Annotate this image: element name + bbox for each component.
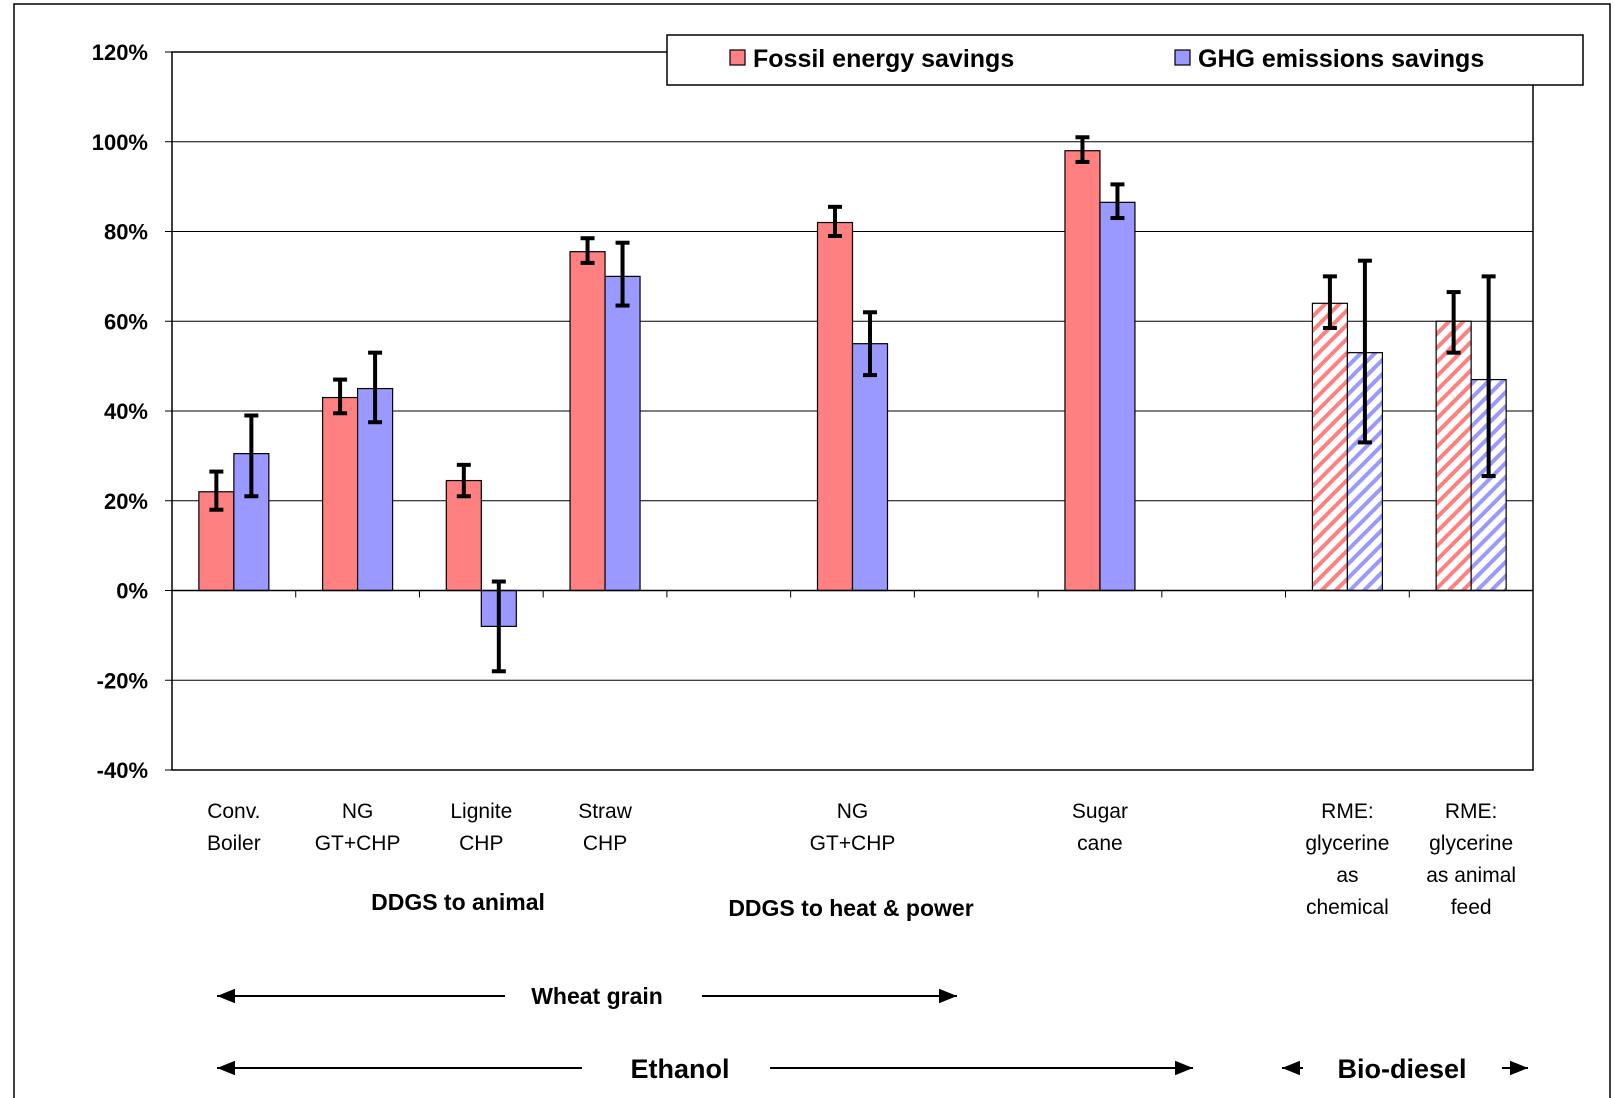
y-tick-label: -40% [97, 758, 148, 783]
legend-box [666, 34, 1584, 86]
ethanol-label: Ethanol [631, 1054, 730, 1084]
y-tick-label: -20% [97, 668, 148, 693]
bars [198, 150, 1507, 628]
category-label: cane [1077, 832, 1123, 855]
category-label: feed [1451, 896, 1492, 919]
y-tick-label: 120% [92, 40, 148, 65]
bar-fossil [1311, 302, 1349, 592]
bar-fossil [1435, 320, 1472, 592]
wheat-grain-label: Wheat grain [531, 983, 663, 1009]
bar-ghg [851, 343, 889, 592]
legend-swatch-ghg [1174, 49, 1191, 66]
y-axis-ticks: -40% -20% 0% 20% 40% 60% 80% 100% 120% [92, 40, 172, 783]
y-tick-label: 0% [116, 579, 148, 604]
legend-swatch-fossil [729, 49, 746, 66]
category-label: as [1336, 864, 1358, 887]
category-label: as animal [1426, 864, 1516, 887]
bar-fossil [321, 396, 359, 592]
error-bars [209, 135, 1496, 674]
category-label: Boiler [207, 832, 261, 855]
category-label: GT+CHP [315, 832, 401, 855]
category-labels: Conv. Boiler NG GT+CHP Lignite CHP Straw CHP NG G… [207, 800, 1516, 919]
category-label: Straw [578, 800, 633, 823]
group-label-ddgs-animal: DDGS to animal [371, 889, 545, 915]
category-label: glycerine [1429, 832, 1513, 855]
y-tick-label: 20% [104, 489, 148, 514]
category-label: NG [837, 800, 869, 823]
bar-ghg [1099, 201, 1136, 592]
bar-fossil [569, 251, 606, 592]
y-tick-label: 80% [104, 220, 148, 245]
y-tick-label: 40% [104, 399, 148, 424]
legend: Fossil energy savings GHG emissions savi… [666, 34, 1584, 86]
bar-ghg [604, 275, 641, 592]
category-label: CHP [459, 832, 503, 855]
category-label: Lignite [450, 800, 512, 823]
category-label: RME: [1445, 800, 1498, 823]
chart-border [13, 3, 1611, 1098]
legend-label-fossil: Fossil energy savings [753, 45, 1014, 73]
category-label: NG [342, 800, 374, 823]
legend-label-ghg: GHG emissions savings [1198, 45, 1484, 73]
bar-fossil [1064, 150, 1101, 592]
biodiesel-label: Bio-diesel [1337, 1054, 1466, 1084]
group-label-ddgs-heat-power: DDGS to heat & power [728, 895, 973, 921]
y-tick-label: 60% [104, 309, 148, 334]
category-label: RME: [1321, 800, 1374, 823]
category-label: GT+CHP [810, 832, 896, 855]
y-tick-label: 100% [92, 130, 148, 155]
category-label: Sugar [1072, 800, 1128, 823]
category-label: chemical [1306, 896, 1389, 919]
category-label: glycerine [1305, 832, 1389, 855]
bar-fossil [816, 221, 854, 592]
bar-fossil [445, 479, 482, 592]
category-label: CHP [583, 832, 627, 855]
category-label: Conv. [207, 800, 260, 823]
